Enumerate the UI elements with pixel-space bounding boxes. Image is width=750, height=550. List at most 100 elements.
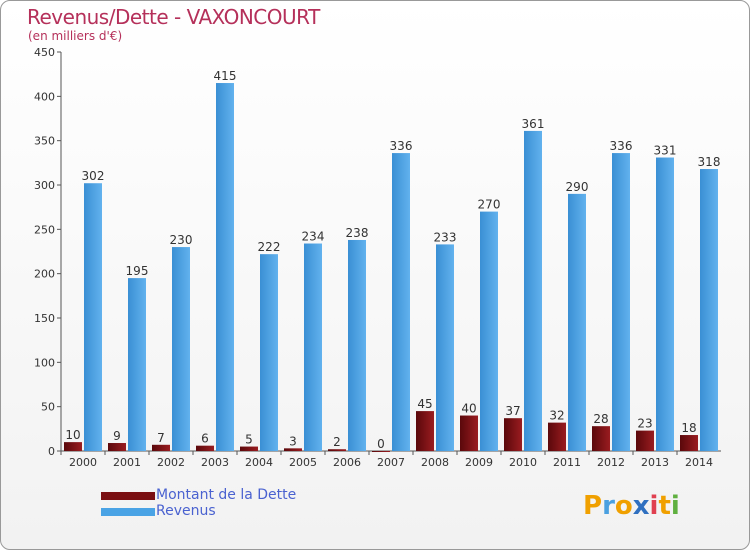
legend-label-revenue: Revenus: [156, 503, 216, 519]
data-label-debt: 32: [549, 409, 564, 423]
data-label-debt: 6: [201, 432, 209, 446]
bar-debt: [504, 418, 522, 451]
x-tick-label: 2003: [201, 456, 229, 469]
data-label-revenue: 233: [434, 230, 457, 244]
bar-revenue: [172, 247, 190, 451]
data-label-revenue: 238: [346, 226, 369, 240]
data-label-debt: 23: [637, 417, 652, 431]
data-label-revenue: 302: [82, 169, 105, 183]
data-label-revenue: 361: [522, 117, 545, 131]
legend-label-debt: Montant de la Dette: [156, 487, 297, 503]
bar-revenue: [348, 239, 366, 451]
bar-revenue: [260, 254, 278, 451]
bar-revenue: [436, 244, 454, 451]
legend-swatch-revenue: [101, 508, 155, 516]
data-label-revenue: 222: [258, 240, 281, 254]
y-tick-label: 200: [34, 268, 55, 281]
bars: [64, 83, 718, 452]
data-label-debt: 0: [377, 437, 385, 451]
logo-letter: t: [658, 491, 671, 521]
bar-revenue: [612, 153, 630, 451]
legend-swatch-debt: [101, 492, 155, 500]
x-tick-label: 2012: [597, 456, 625, 469]
bar-revenue: [480, 211, 498, 451]
bar-revenue: [656, 157, 674, 451]
data-labels: 10 302 9 195 7 230 6 415 5 222 3 234 2 238 0 336 45 233 40…: [65, 69, 720, 451]
bar-debt: [548, 422, 566, 451]
x-tick-label: 2011: [553, 456, 581, 469]
data-label-revenue: 270: [478, 198, 501, 212]
bar-debt: [64, 442, 82, 451]
chart-subtitle: (en milliers d'€): [28, 29, 123, 43]
x-tick-label: 2010: [509, 456, 537, 469]
x-tick-label: 2008: [421, 456, 449, 469]
y-tick-label: 100: [34, 356, 55, 369]
bar-revenue: [700, 169, 718, 452]
bar-revenue: [524, 130, 542, 451]
bar-revenue: [568, 193, 586, 451]
bar-debt: [416, 411, 434, 451]
data-label-revenue: 290: [566, 180, 589, 194]
bar-debt: [372, 451, 390, 452]
data-label-debt: 18: [681, 421, 696, 435]
bar-debt: [328, 449, 346, 451]
bar-debt: [460, 415, 478, 451]
bar-debt: [680, 435, 698, 451]
bar-debt: [284, 448, 302, 451]
data-label-debt: 28: [593, 412, 608, 426]
bar-debt: [108, 443, 126, 451]
proxiti-logo: Proxiti: [583, 491, 680, 521]
logo-letter: i: [670, 491, 680, 521]
x-tick-label: 2004: [245, 456, 273, 469]
data-label-debt: 45: [417, 397, 432, 411]
bar-debt: [636, 430, 654, 451]
data-label-revenue: 336: [390, 139, 413, 153]
data-label-debt: 7: [157, 431, 165, 445]
data-label-debt: 2: [333, 435, 341, 449]
bar-revenue: [216, 83, 234, 452]
data-label-debt: 40: [461, 402, 476, 416]
y-tick-label: 450: [34, 46, 55, 59]
logo-letter: x: [632, 491, 650, 521]
x-tick-label: 2009: [465, 456, 493, 469]
x-tick-label: 2002: [157, 456, 185, 469]
bar-debt: [240, 446, 258, 451]
y-tick-label: 300: [34, 179, 55, 192]
y-tick-label: 150: [34, 312, 55, 325]
x-tick-label: 2005: [289, 456, 317, 469]
bar-debt: [152, 444, 170, 451]
data-label-revenue: 415: [214, 69, 237, 83]
bar-debt: [196, 445, 214, 451]
y-tick-label: 350: [34, 135, 55, 148]
data-label-revenue: 336: [610, 139, 633, 153]
data-label-debt: 5: [245, 433, 253, 447]
chart-title: Revenus/Dette - VAXONCOURT: [27, 5, 320, 29]
logo-letter: o: [614, 491, 633, 521]
bar-revenue: [304, 243, 322, 451]
y-tick-label: 400: [34, 90, 55, 103]
y-tick-label: 0: [48, 445, 55, 458]
y-tick-label: 250: [34, 223, 55, 236]
logo-letter: P: [583, 491, 603, 521]
logo-letter: r: [602, 491, 615, 521]
bar-revenue: [128, 278, 146, 451]
bar-revenue: [392, 153, 410, 451]
data-label-debt: 3: [289, 434, 297, 448]
bar-revenue: [84, 183, 102, 451]
logo-letter: i: [649, 491, 659, 521]
data-label-revenue: 331: [654, 144, 677, 158]
x-tick-label: 2001: [113, 456, 141, 469]
x-tick-label: 2013: [641, 456, 669, 469]
data-label-revenue: 230: [170, 233, 193, 247]
data-label-revenue: 234: [302, 230, 325, 244]
x-tick-label: 2014: [685, 456, 713, 469]
data-label-revenue: 318: [698, 155, 721, 169]
data-label-debt: 37: [505, 404, 520, 418]
x-tick-label: 2000: [69, 456, 97, 469]
data-label-debt: 10: [65, 428, 80, 442]
x-tick-label: 2006: [333, 456, 361, 469]
data-label-revenue: 195: [126, 264, 149, 278]
data-label-debt: 9: [113, 429, 121, 443]
